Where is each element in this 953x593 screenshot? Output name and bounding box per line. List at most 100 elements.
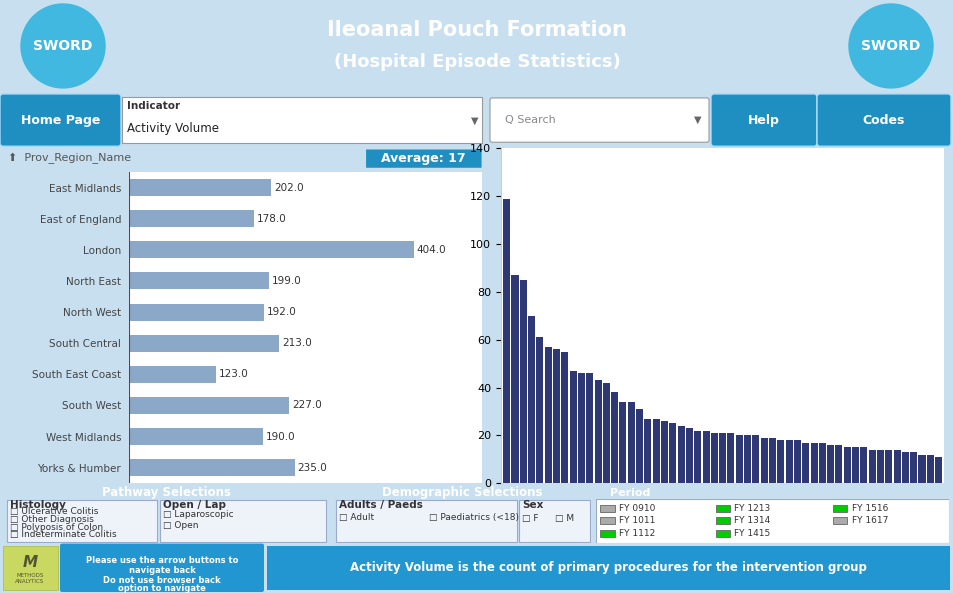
Bar [519,280,526,483]
Bar [129,304,264,321]
FancyBboxPatch shape [366,149,481,168]
FancyBboxPatch shape [715,505,729,512]
Text: □ Paediatrics (<18): □ Paediatrics (<18) [429,513,518,522]
Text: 190.0: 190.0 [266,432,295,442]
FancyBboxPatch shape [0,94,121,146]
Text: Home Page: Home Page [21,114,101,126]
Bar [636,409,642,483]
Text: □ Indeterminate Colitis: □ Indeterminate Colitis [10,530,116,539]
Bar [627,402,634,483]
Bar [129,334,279,352]
Bar [502,199,510,483]
Text: FY 1617: FY 1617 [851,517,887,525]
Text: Q Search: Q Search [504,115,556,125]
Bar [925,455,933,483]
Text: Demographic Selections: Demographic Selections [382,486,542,499]
Bar [801,442,808,483]
FancyBboxPatch shape [715,518,729,524]
Bar [643,419,651,483]
FancyBboxPatch shape [715,530,729,537]
Text: FY 1112: FY 1112 [618,528,655,538]
Bar [768,438,775,483]
Bar [129,241,414,259]
Text: FY 1314: FY 1314 [734,517,770,525]
Bar [611,393,618,483]
Bar [602,383,609,483]
Bar [918,455,924,483]
Bar [544,347,551,483]
Bar [652,419,659,483]
Bar [743,435,750,483]
Text: FY 1011: FY 1011 [618,517,655,525]
Text: FY 0910: FY 0910 [618,504,655,514]
Bar [560,352,568,483]
Bar [876,450,883,483]
Bar [528,315,535,483]
FancyBboxPatch shape [122,97,481,144]
Text: □ M: □ M [555,514,574,523]
Bar [129,397,289,414]
FancyBboxPatch shape [832,518,846,524]
Text: □ F: □ F [521,514,537,523]
Bar [618,402,626,483]
Text: M: M [23,555,37,570]
Bar [129,210,254,227]
Circle shape [21,4,105,88]
FancyBboxPatch shape [267,546,949,590]
Text: 235.0: 235.0 [297,463,327,473]
Bar [842,447,850,483]
FancyBboxPatch shape [160,500,326,542]
FancyBboxPatch shape [710,94,816,146]
FancyBboxPatch shape [335,500,517,542]
Bar [719,433,725,483]
Bar [710,433,717,483]
Text: Do not use browser back: Do not use browser back [103,576,220,585]
Text: Indicator: Indicator [127,101,180,111]
Text: 213.0: 213.0 [282,338,312,348]
FancyBboxPatch shape [599,518,615,524]
Bar [553,349,559,483]
Text: 227.0: 227.0 [292,400,321,410]
Bar [129,428,263,445]
Bar [129,459,294,476]
Text: Average: 17: Average: 17 [380,152,465,165]
Circle shape [848,4,932,88]
Text: □ Open: □ Open [163,521,198,530]
Text: □ Adult: □ Adult [338,513,374,522]
Text: (Hospital Episode Statistics): (Hospital Episode Statistics) [334,53,619,71]
Text: Please use the arrow buttons to: Please use the arrow buttons to [86,556,238,565]
Bar [536,337,543,483]
Text: ⬆  Prov_Region_Name: ⬆ Prov_Region_Name [8,153,131,164]
FancyBboxPatch shape [599,505,615,512]
Text: Codes: Codes [862,114,904,126]
FancyBboxPatch shape [3,546,58,590]
Text: 123.0: 123.0 [218,369,248,380]
FancyBboxPatch shape [816,94,950,146]
Bar [934,457,942,483]
FancyBboxPatch shape [490,98,708,142]
Text: option to navigate: option to navigate [118,585,206,593]
Bar [694,431,700,483]
Text: ▼: ▼ [694,115,701,125]
Text: 192.0: 192.0 [267,307,296,317]
FancyBboxPatch shape [7,500,157,542]
FancyBboxPatch shape [60,544,264,592]
Text: SWORD: SWORD [33,39,92,53]
Bar [578,373,584,483]
Text: FY 1213: FY 1213 [734,504,770,514]
Text: Open / Lap: Open / Lap [163,499,226,509]
Text: Period: Period [610,488,650,498]
Text: □ Ulcerative Colitis: □ Ulcerative Colitis [10,507,98,516]
Bar [884,450,891,483]
Text: 404.0: 404.0 [416,245,446,255]
Bar [660,421,667,483]
Bar [701,431,709,483]
Bar [594,380,601,483]
Text: □ Laparoscopic: □ Laparoscopic [163,510,233,519]
FancyBboxPatch shape [832,505,846,512]
Bar [793,440,801,483]
FancyBboxPatch shape [518,500,589,542]
Bar [860,447,866,483]
Text: SWORD: SWORD [861,39,920,53]
Text: Pathway Selections: Pathway Selections [102,486,232,499]
